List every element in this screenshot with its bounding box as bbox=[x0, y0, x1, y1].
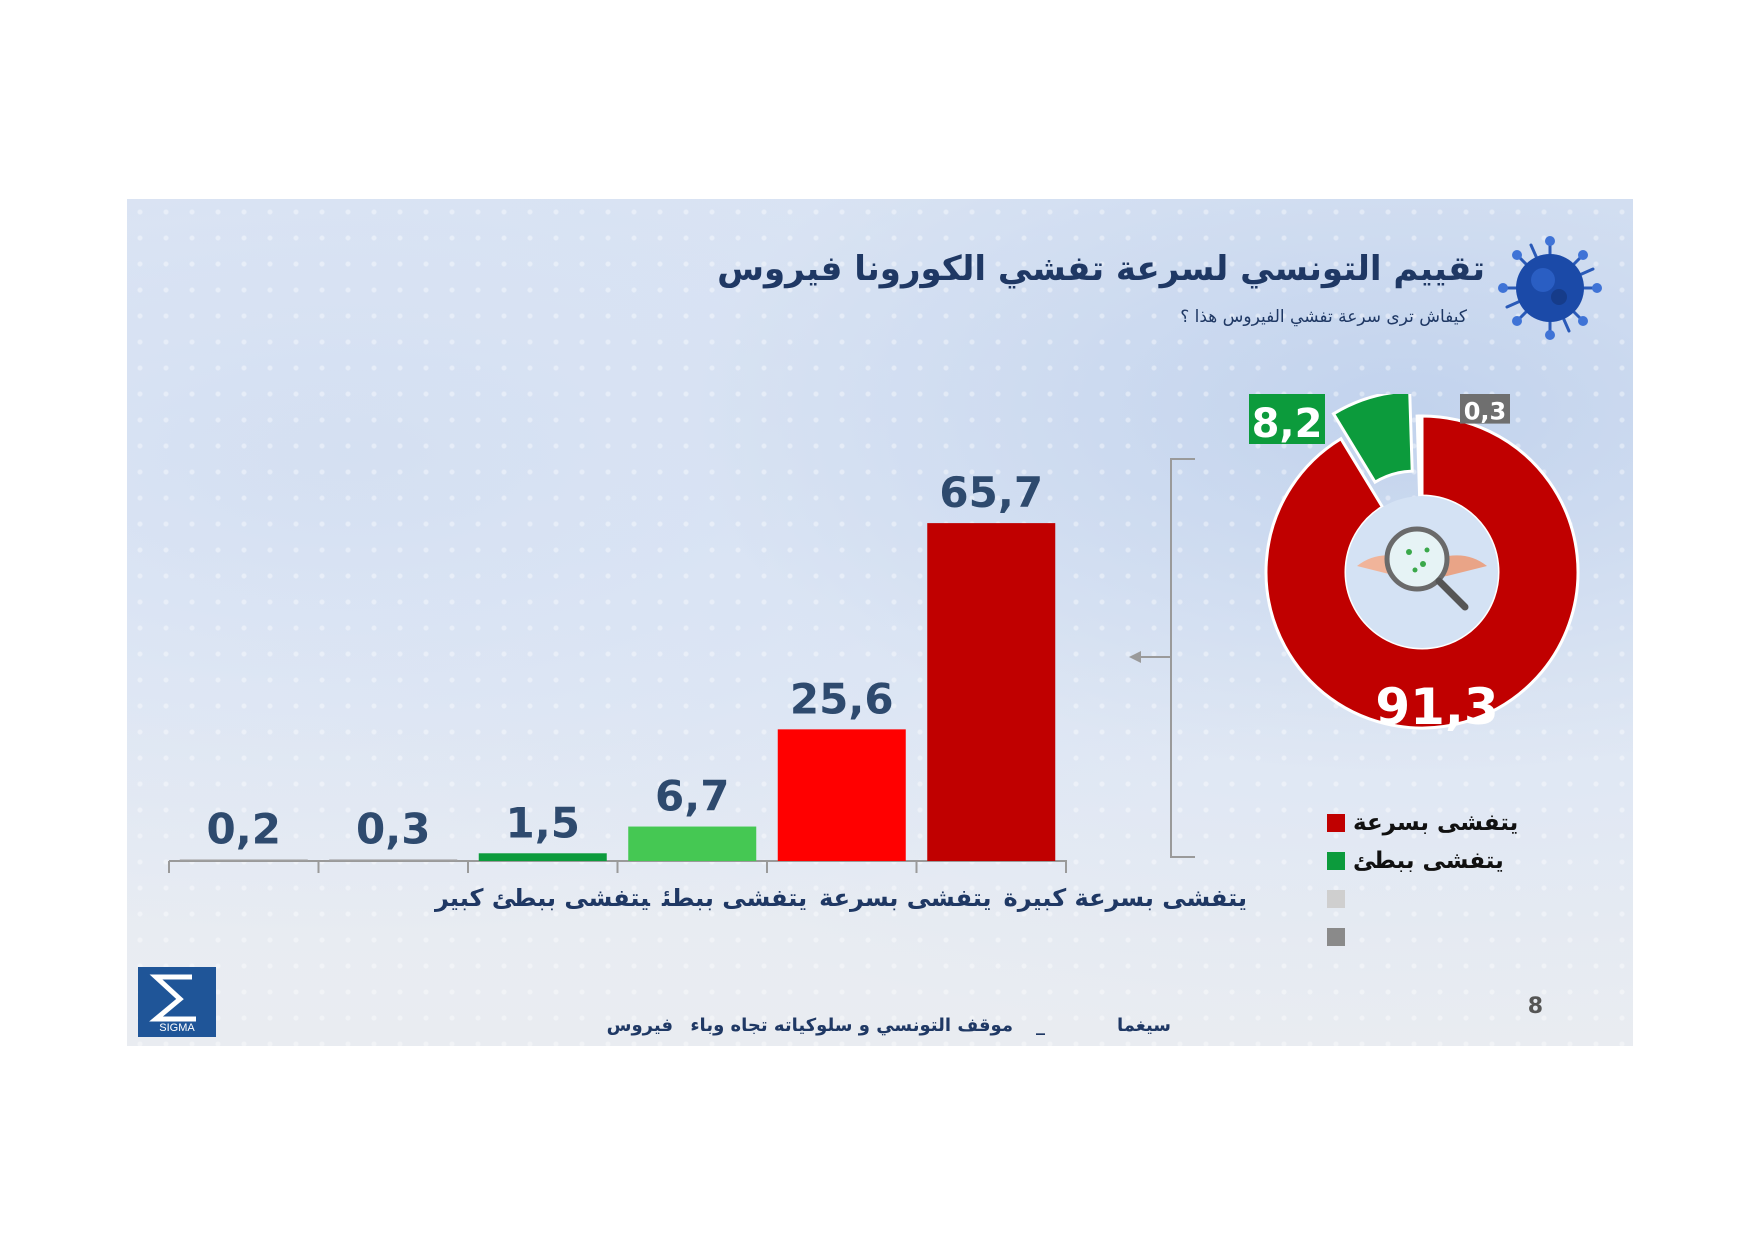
legend-swatch bbox=[1327, 890, 1345, 908]
donut-label-box bbox=[1460, 394, 1510, 424]
category-label: يتفشى ببطئ كبير bbox=[435, 884, 650, 912]
category-label: يتفشى ببطئ bbox=[661, 884, 808, 912]
category-label: يتفشى بسرعة كبيرة bbox=[1003, 884, 1247, 912]
virus-icon bbox=[1498, 236, 1602, 340]
bar bbox=[628, 826, 757, 861]
donut-slice bbox=[1417, 414, 1424, 498]
bar-value-label: 6,7 bbox=[655, 772, 729, 821]
slide: تقييم التونسي لسرعة تفشي الكورونا فيروس … bbox=[127, 199, 1633, 1046]
legend: يتفشى بسرعة يتفشى ببطئ bbox=[1327, 804, 1518, 956]
bar bbox=[179, 859, 308, 861]
bar bbox=[927, 523, 1056, 861]
bar bbox=[478, 853, 607, 861]
donut-value-label: 91,3 bbox=[1375, 678, 1498, 736]
donut-label-box bbox=[1249, 394, 1325, 444]
footer-separator: _ bbox=[1036, 1015, 1045, 1036]
donut-value-label: 0,3 bbox=[1464, 397, 1507, 425]
donut-value-label: 8,2 bbox=[1252, 401, 1323, 447]
category-label: يتفشى بسرعة bbox=[819, 884, 992, 912]
page-number: 8 bbox=[1527, 994, 1543, 1019]
arrow-left-icon bbox=[1129, 651, 1141, 663]
legend-item bbox=[1327, 880, 1518, 918]
legend-item: يتفشى بسرعة bbox=[1327, 804, 1518, 842]
bar-value-label: 0,3 bbox=[356, 804, 430, 853]
page-title: تقييم التونسي لسرعة تفشي الكورونا فيروس bbox=[717, 249, 1485, 289]
legend-item: يتفشى ببطئ bbox=[1327, 842, 1518, 880]
bracket-connector bbox=[1129, 458, 1195, 858]
legend-label: يتفشى بسرعة bbox=[1353, 810, 1519, 836]
bar bbox=[777, 729, 906, 861]
logo-text: SIGMA bbox=[159, 1022, 195, 1034]
bar-chart: 0,2 0,3 1,5 6,7 25,6 65,7 bbox=[168, 468, 1067, 873]
footer-topic: فيروس bbox=[606, 1015, 673, 1036]
donut-chart: 91,38,20,20,3 bbox=[1249, 394, 1580, 736]
legend-label: يتفشى ببطئ bbox=[1353, 848, 1504, 874]
hands-magnifier-icon bbox=[1357, 526, 1487, 611]
bar-value-label: 1,5 bbox=[506, 798, 580, 847]
footer-brand: سيغما bbox=[1116, 1015, 1171, 1036]
bar-value-label: 25,6 bbox=[790, 674, 894, 723]
bar-value-label: 0,2 bbox=[207, 805, 281, 854]
sigma-logo: SIGMA bbox=[138, 967, 216, 1037]
footer-study: موقف التونسي و سلوكياته تجاه وباء bbox=[690, 1015, 1013, 1036]
x-category-labels: يتفشى بسرعة كبيرة يتفشى بسرعة يتفشى ببطئ يت… bbox=[427, 884, 1247, 912]
page-subtitle: كيفاش ترى سرعة تفشي الفيروس هذا ؟ bbox=[1180, 307, 1467, 327]
donut-slice bbox=[1331, 394, 1414, 485]
legend-swatch bbox=[1327, 928, 1345, 946]
legend-item bbox=[1327, 918, 1518, 956]
bar bbox=[329, 859, 458, 861]
legend-swatch bbox=[1327, 852, 1345, 870]
legend-swatch bbox=[1327, 814, 1345, 832]
footer: سيغما _ موقف التونسي و سلوكياته تجاه وبا… bbox=[127, 1015, 1633, 1045]
bar-value-label: 65,7 bbox=[939, 468, 1043, 517]
